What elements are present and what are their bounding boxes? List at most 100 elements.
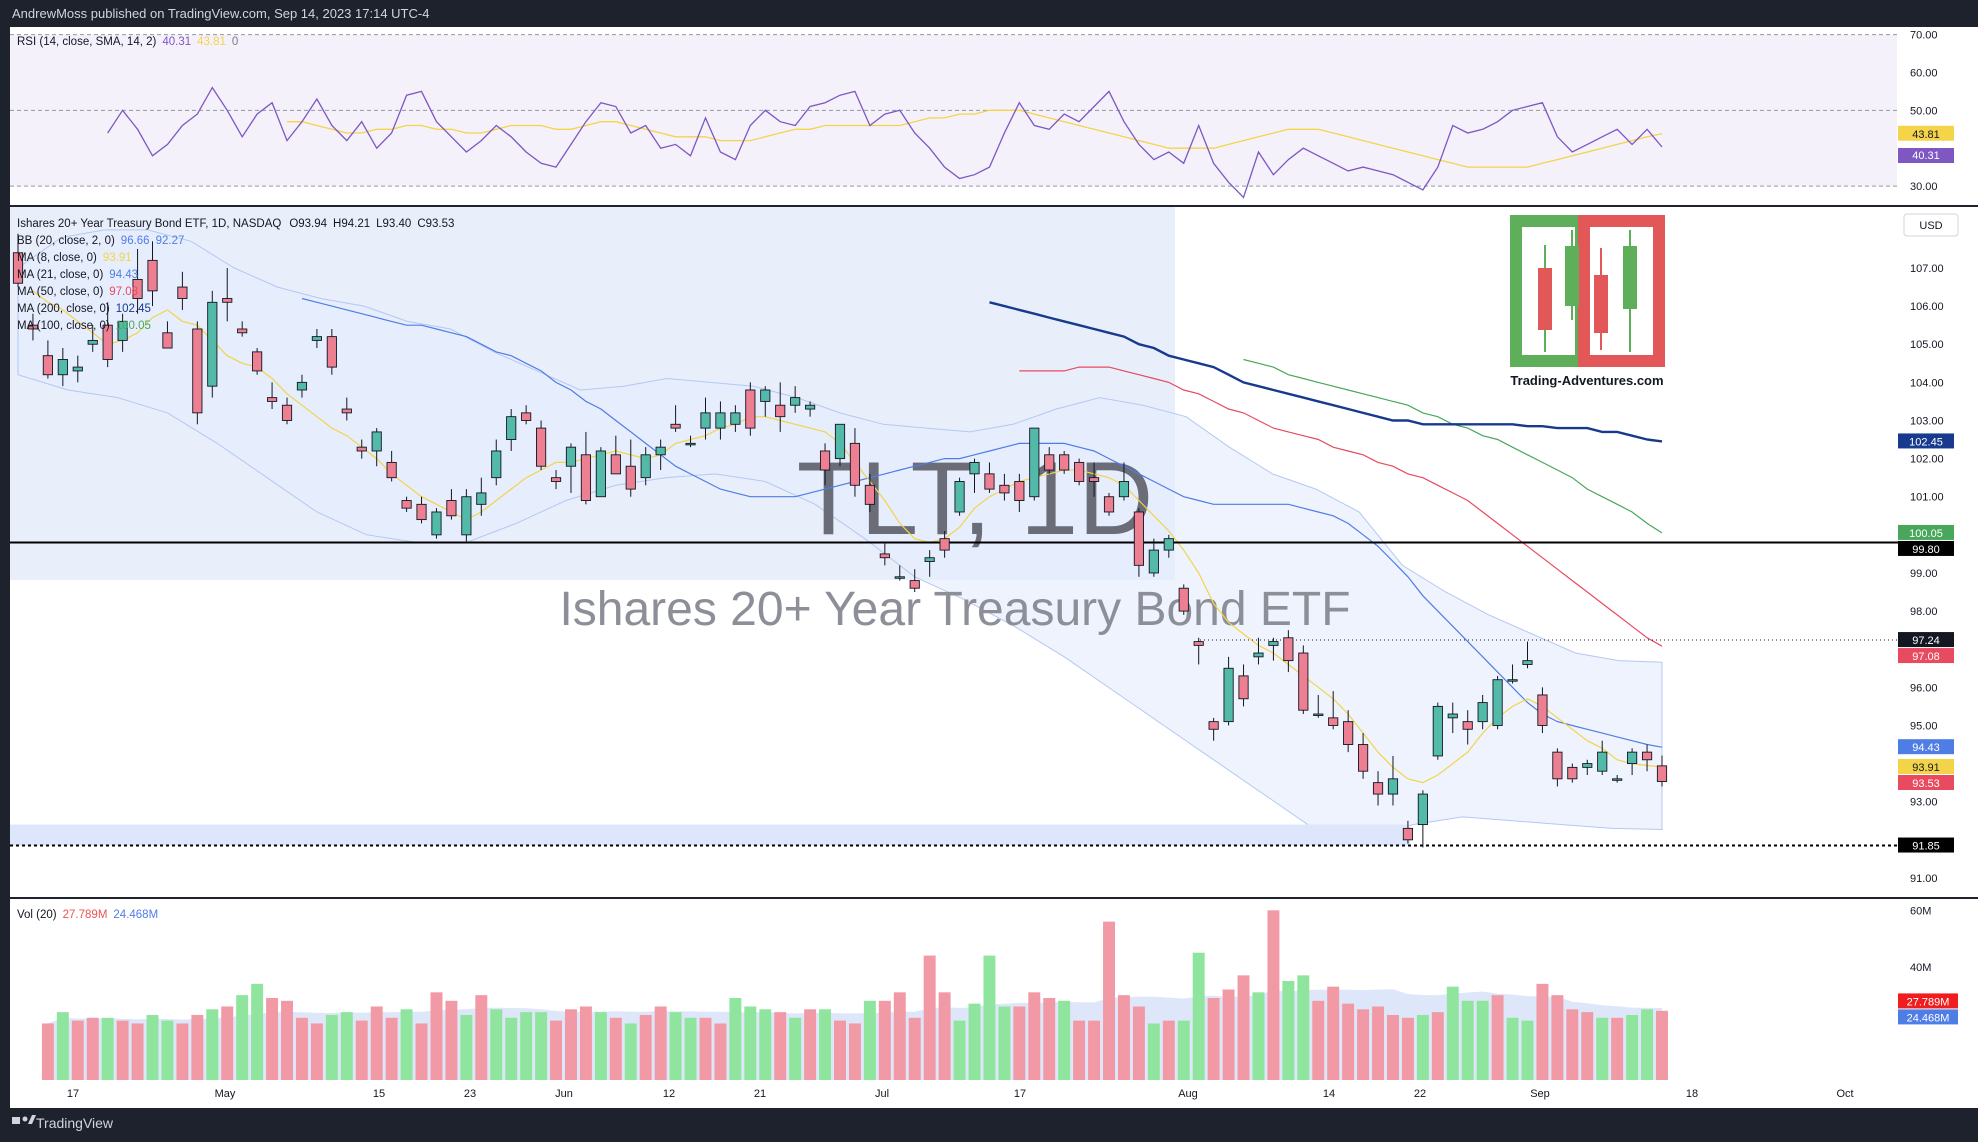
price-tag-ma200-box bbox=[1898, 433, 1954, 449]
logo-candle-2 bbox=[1565, 246, 1579, 306]
rsi-band-fill bbox=[10, 34, 1897, 187]
candle-up bbox=[1627, 751, 1638, 765]
volume-bar-down bbox=[1611, 1017, 1624, 1080]
price-tag-hline-upper-box bbox=[1898, 540, 1954, 556]
volume-bar-up bbox=[490, 1009, 503, 1080]
rsi-sma-tag-label: 43.81 bbox=[1912, 129, 1940, 141]
volume-bar-down bbox=[1028, 992, 1041, 1080]
volume-bar-down bbox=[1536, 983, 1549, 1080]
candle-up bbox=[1253, 652, 1264, 658]
legend-bb-name: BB (20, close, 2, 0) bbox=[17, 235, 115, 247]
legend-main: Ishares 20+ Year Treasury Bond ETF, 1D, … bbox=[17, 218, 454, 230]
volume-ma-tag-box bbox=[1898, 1009, 1958, 1025]
candle-down bbox=[1208, 721, 1219, 730]
legend-ma200-name: MA (200, close, 0) bbox=[17, 303, 110, 315]
legend-ma21-value: 94.43 bbox=[109, 269, 138, 281]
ma50-line bbox=[1019, 366, 1663, 647]
volume-bar-up bbox=[759, 1009, 772, 1080]
currency-label: USD bbox=[1919, 220, 1942, 232]
candle-down bbox=[1178, 587, 1189, 612]
volume-bar-down bbox=[191, 1014, 204, 1080]
price-tag-ma8: 93.91 bbox=[1912, 762, 1940, 774]
legend-close: C93.53 bbox=[417, 218, 454, 230]
price-axis: 108.00107.00106.00105.00104.00103.00102.… bbox=[1910, 225, 1944, 885]
ma200-line bbox=[989, 301, 1663, 443]
volume-bar-up bbox=[1416, 1014, 1429, 1080]
volume-bar-down bbox=[370, 1006, 383, 1080]
volume-bar-down bbox=[176, 1023, 189, 1080]
candle-down bbox=[102, 324, 113, 360]
legend-ma21: MA (21, close, 0) 94.43 bbox=[17, 269, 138, 281]
volume-bar-up bbox=[206, 1009, 219, 1080]
candle-up bbox=[834, 423, 846, 460]
candle-down bbox=[281, 404, 293, 421]
price-tag-ma100-box bbox=[1898, 524, 1954, 540]
volume-tick-60m: 60M bbox=[1910, 905, 1931, 917]
candle-down bbox=[12, 252, 24, 284]
candle-down bbox=[1074, 461, 1085, 482]
candle-up bbox=[1223, 667, 1234, 723]
candle-up bbox=[730, 412, 741, 425]
support-zone bbox=[10, 824, 1410, 846]
candle-down bbox=[386, 461, 397, 479]
candle-down bbox=[1193, 641, 1204, 646]
volume-bar-down bbox=[609, 1017, 622, 1080]
volume-bar-down bbox=[1327, 986, 1340, 1080]
time-tick-13: 18 bbox=[1686, 1088, 1698, 1100]
price-tag-hline-lower-box bbox=[1898, 837, 1954, 853]
candle-down bbox=[27, 324, 39, 330]
candle-up bbox=[685, 442, 696, 446]
volume-bar-down bbox=[1491, 995, 1504, 1080]
time-tick-3: 23 bbox=[464, 1088, 476, 1100]
legend-ma8: MA (8, close, 0) 93.91 bbox=[17, 252, 132, 264]
candle-down bbox=[401, 500, 412, 509]
volume-bar-down bbox=[1312, 1000, 1325, 1080]
candle-down bbox=[984, 473, 995, 490]
volume-pane: Vol (20) 27.789M 24.468M 60M 40M 27.789M 2… bbox=[10, 899, 1978, 1089]
candle-down bbox=[42, 355, 53, 376]
volume-bar-down bbox=[550, 1020, 563, 1080]
legend-ma8-value: 93.91 bbox=[103, 252, 132, 264]
logo-candle-1 bbox=[1538, 268, 1552, 330]
price-tag-dotted-level-box bbox=[1898, 632, 1954, 648]
volume-bar-up bbox=[669, 1012, 682, 1080]
candles bbox=[12, 233, 1668, 848]
rsi-line bbox=[107, 86, 1663, 199]
volume-bar-down bbox=[804, 1009, 817, 1080]
candle-up bbox=[565, 446, 577, 467]
volume-bar-up bbox=[983, 955, 996, 1080]
volume-bar-up bbox=[146, 1014, 159, 1080]
volume-bar-up bbox=[863, 1000, 876, 1080]
candle-up bbox=[1029, 427, 1040, 498]
volume-bar-up bbox=[1297, 975, 1310, 1080]
footer-brand: TradingView bbox=[36, 1115, 114, 1131]
candle-up bbox=[805, 404, 816, 410]
volume-bar-down bbox=[1117, 995, 1130, 1080]
footer: TradingView bbox=[12, 1115, 114, 1131]
tv-logo-block bbox=[12, 1117, 20, 1124]
candle-up bbox=[1582, 763, 1593, 768]
price-tick-8: 99.00 bbox=[1910, 568, 1938, 580]
candle-down bbox=[356, 446, 367, 452]
candle-down bbox=[1372, 782, 1384, 795]
volume-bar-up bbox=[1476, 1000, 1489, 1080]
currency-button[interactable] bbox=[1903, 213, 1959, 237]
candle-up bbox=[760, 389, 771, 402]
volume-bar-down bbox=[774, 1012, 787, 1080]
candle-up bbox=[1417, 793, 1428, 826]
candle-down bbox=[147, 259, 158, 292]
volume-bar-up bbox=[819, 1009, 832, 1080]
candle-down bbox=[326, 336, 337, 368]
candle-down bbox=[939, 538, 950, 551]
rsi-legend-extra: 0 bbox=[232, 36, 238, 48]
price-tick-13: 91.00 bbox=[1910, 873, 1938, 885]
volume-bar-down bbox=[1566, 1009, 1579, 1080]
rsi-tick-50: 50.00 bbox=[1910, 105, 1938, 117]
time-tick-5: 12 bbox=[663, 1088, 675, 1100]
candle-down bbox=[1044, 454, 1055, 471]
candle-up bbox=[700, 412, 711, 429]
candle-up bbox=[87, 339, 98, 345]
candle-down bbox=[446, 500, 457, 517]
legend-ma50-value: 97.08 bbox=[109, 286, 138, 298]
candle-up bbox=[476, 492, 487, 505]
